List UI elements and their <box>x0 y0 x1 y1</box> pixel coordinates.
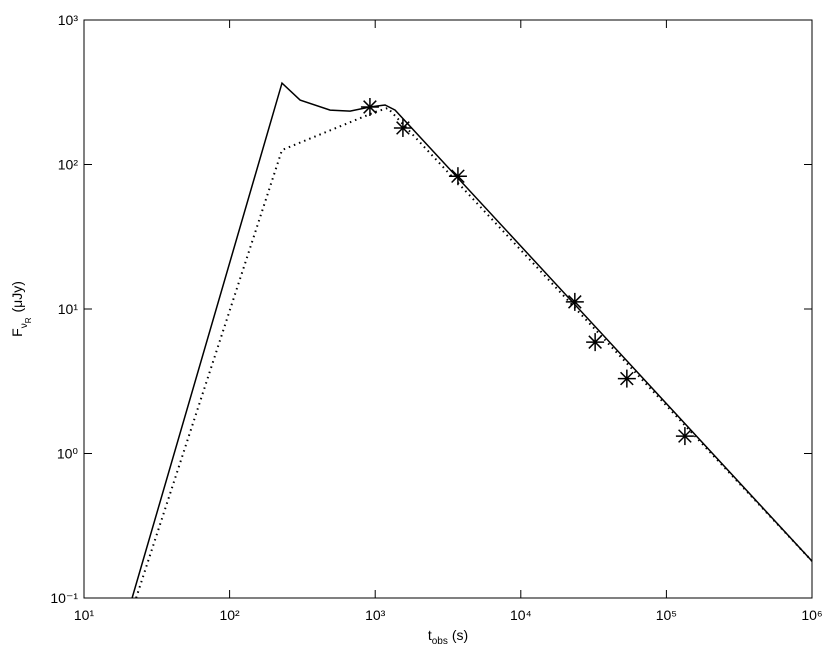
x-axis-label: tobs (s) <box>428 627 468 647</box>
x-label-main: t <box>428 627 432 643</box>
marker-stroke <box>396 121 410 135</box>
y-label-subsub: R <box>24 317 33 323</box>
marker-stroke <box>363 100 377 114</box>
data-marker <box>675 427 694 446</box>
y-label-main: F <box>9 328 25 337</box>
y-tick-label: 10⁻¹ <box>50 590 78 606</box>
x-tick-label: 10⁵ <box>656 607 677 623</box>
data-marker <box>360 97 379 116</box>
solid-line <box>131 81 813 599</box>
x-tick-label: 10² <box>219 607 240 623</box>
data-marker <box>393 118 412 137</box>
y-axis-label: FνR (μJy) <box>9 281 33 337</box>
x-tick-label: 10³ <box>365 607 386 623</box>
marker-stroke <box>567 295 582 309</box>
marker-stroke <box>588 335 602 349</box>
marker-stroke <box>451 169 465 184</box>
data-marker <box>586 333 605 352</box>
x-label-sub: obs <box>432 636 448 647</box>
marker-stroke <box>620 371 634 386</box>
x-tick-label: 10⁴ <box>510 607 532 623</box>
y-tick-label: 10² <box>58 157 79 173</box>
dotted-line <box>135 106 813 599</box>
marker-stroke <box>678 429 692 443</box>
y-label-unit: (μJy) <box>9 281 25 312</box>
x-tick-label: 10⁶ <box>801 607 822 623</box>
x-label-unit: (s) <box>452 627 468 643</box>
y-tick-label: 10⁰ <box>57 446 79 462</box>
data-marker <box>565 292 584 311</box>
data-marker <box>617 369 636 388</box>
y-label-sub: ν <box>19 323 30 328</box>
x-tick-label: 10¹ <box>74 607 95 623</box>
y-tick-label: 10³ <box>58 12 79 28</box>
data-marker <box>448 167 467 186</box>
plot-frame <box>83 19 813 599</box>
y-tick-label: 10¹ <box>58 301 79 317</box>
